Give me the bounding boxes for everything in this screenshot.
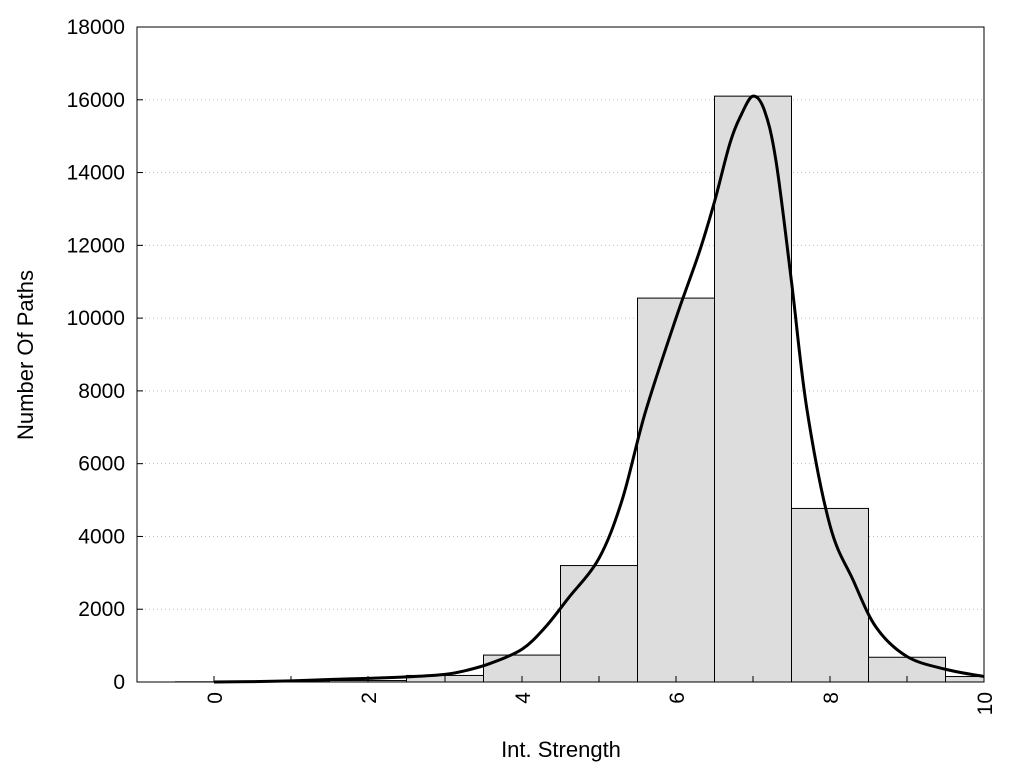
y-tick-label: 8000 bbox=[78, 380, 125, 403]
x-tick-label: 6 bbox=[666, 692, 689, 704]
y-tick-label: 12000 bbox=[67, 234, 125, 257]
y-tick-label: 18000 bbox=[67, 16, 125, 39]
x-tick-label: 2 bbox=[358, 692, 381, 704]
y-tick-label: 6000 bbox=[78, 453, 125, 476]
y-tick-label: 0 bbox=[113, 671, 125, 694]
x-tick-label: 8 bbox=[820, 692, 843, 704]
y-axis-title: Number Of Paths bbox=[13, 270, 38, 440]
x-tick-label: 0 bbox=[204, 692, 227, 704]
x-axis-title: Int. Strength bbox=[501, 737, 621, 762]
y-axis-ticks: 0 2000 4000 6000 8000 10000 12000 14000 16000 180… bbox=[67, 16, 143, 694]
histogram-bar bbox=[792, 508, 869, 682]
y-tick-label: 16000 bbox=[67, 89, 125, 112]
y-tick-label: 4000 bbox=[78, 525, 125, 548]
y-tick-label: 10000 bbox=[67, 307, 125, 330]
x-tick-label: 4 bbox=[512, 692, 535, 704]
histogram-bars bbox=[176, 96, 985, 682]
x-tick-label: 10 bbox=[974, 692, 997, 715]
histogram-bar bbox=[638, 298, 715, 682]
histogram-bar bbox=[946, 677, 985, 682]
y-tick-label: 2000 bbox=[78, 598, 125, 621]
y-tick-label: 14000 bbox=[67, 162, 125, 185]
histogram-bar bbox=[561, 566, 638, 682]
